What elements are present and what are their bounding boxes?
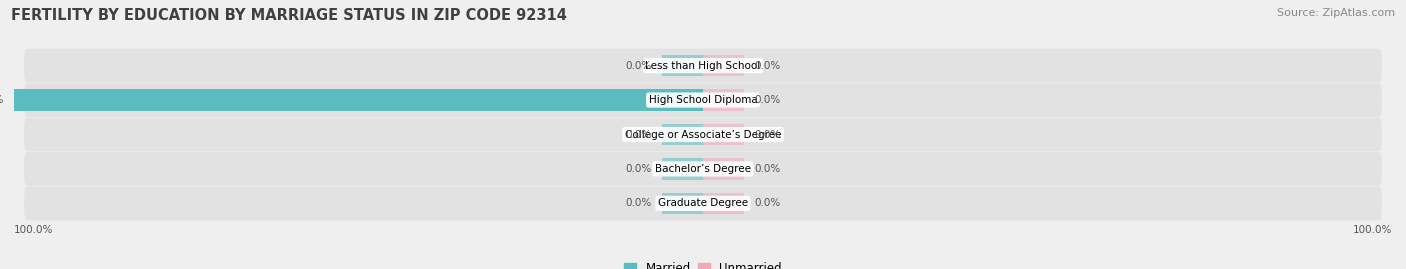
Text: Bachelor’s Degree: Bachelor’s Degree (655, 164, 751, 174)
Bar (703, 89, 744, 111)
FancyBboxPatch shape (24, 152, 1382, 186)
Text: 100.0%: 100.0% (0, 95, 4, 105)
Bar (703, 158, 744, 180)
FancyBboxPatch shape (24, 186, 1382, 220)
Text: 0.0%: 0.0% (755, 198, 780, 208)
Text: FERTILITY BY EDUCATION BY MARRIAGE STATUS IN ZIP CODE 92314: FERTILITY BY EDUCATION BY MARRIAGE STATU… (11, 8, 567, 23)
Text: 0.0%: 0.0% (626, 129, 651, 140)
Text: 0.0%: 0.0% (626, 61, 651, 71)
Bar (662, 124, 703, 145)
Text: 0.0%: 0.0% (626, 198, 651, 208)
Text: High School Diploma: High School Diploma (648, 95, 758, 105)
Text: College or Associate’s Degree: College or Associate’s Degree (624, 129, 782, 140)
Bar (662, 193, 703, 214)
FancyBboxPatch shape (24, 118, 1382, 151)
Bar (703, 55, 744, 76)
Text: Source: ZipAtlas.com: Source: ZipAtlas.com (1277, 8, 1395, 18)
FancyBboxPatch shape (24, 83, 1382, 117)
Legend: Married, Unmarried: Married, Unmarried (620, 258, 786, 269)
Bar (662, 55, 703, 76)
Bar (703, 193, 744, 214)
Text: Graduate Degree: Graduate Degree (658, 198, 748, 208)
Text: 0.0%: 0.0% (755, 164, 780, 174)
Text: 0.0%: 0.0% (755, 129, 780, 140)
Bar (703, 124, 744, 145)
Text: Less than High School: Less than High School (645, 61, 761, 71)
Text: 0.0%: 0.0% (755, 95, 780, 105)
Text: 0.0%: 0.0% (626, 164, 651, 174)
Text: 100.0%: 100.0% (14, 225, 53, 235)
Bar (14, 89, 703, 111)
Text: 100.0%: 100.0% (1353, 225, 1392, 235)
FancyBboxPatch shape (24, 49, 1382, 83)
Text: 0.0%: 0.0% (755, 61, 780, 71)
Bar (662, 158, 703, 180)
